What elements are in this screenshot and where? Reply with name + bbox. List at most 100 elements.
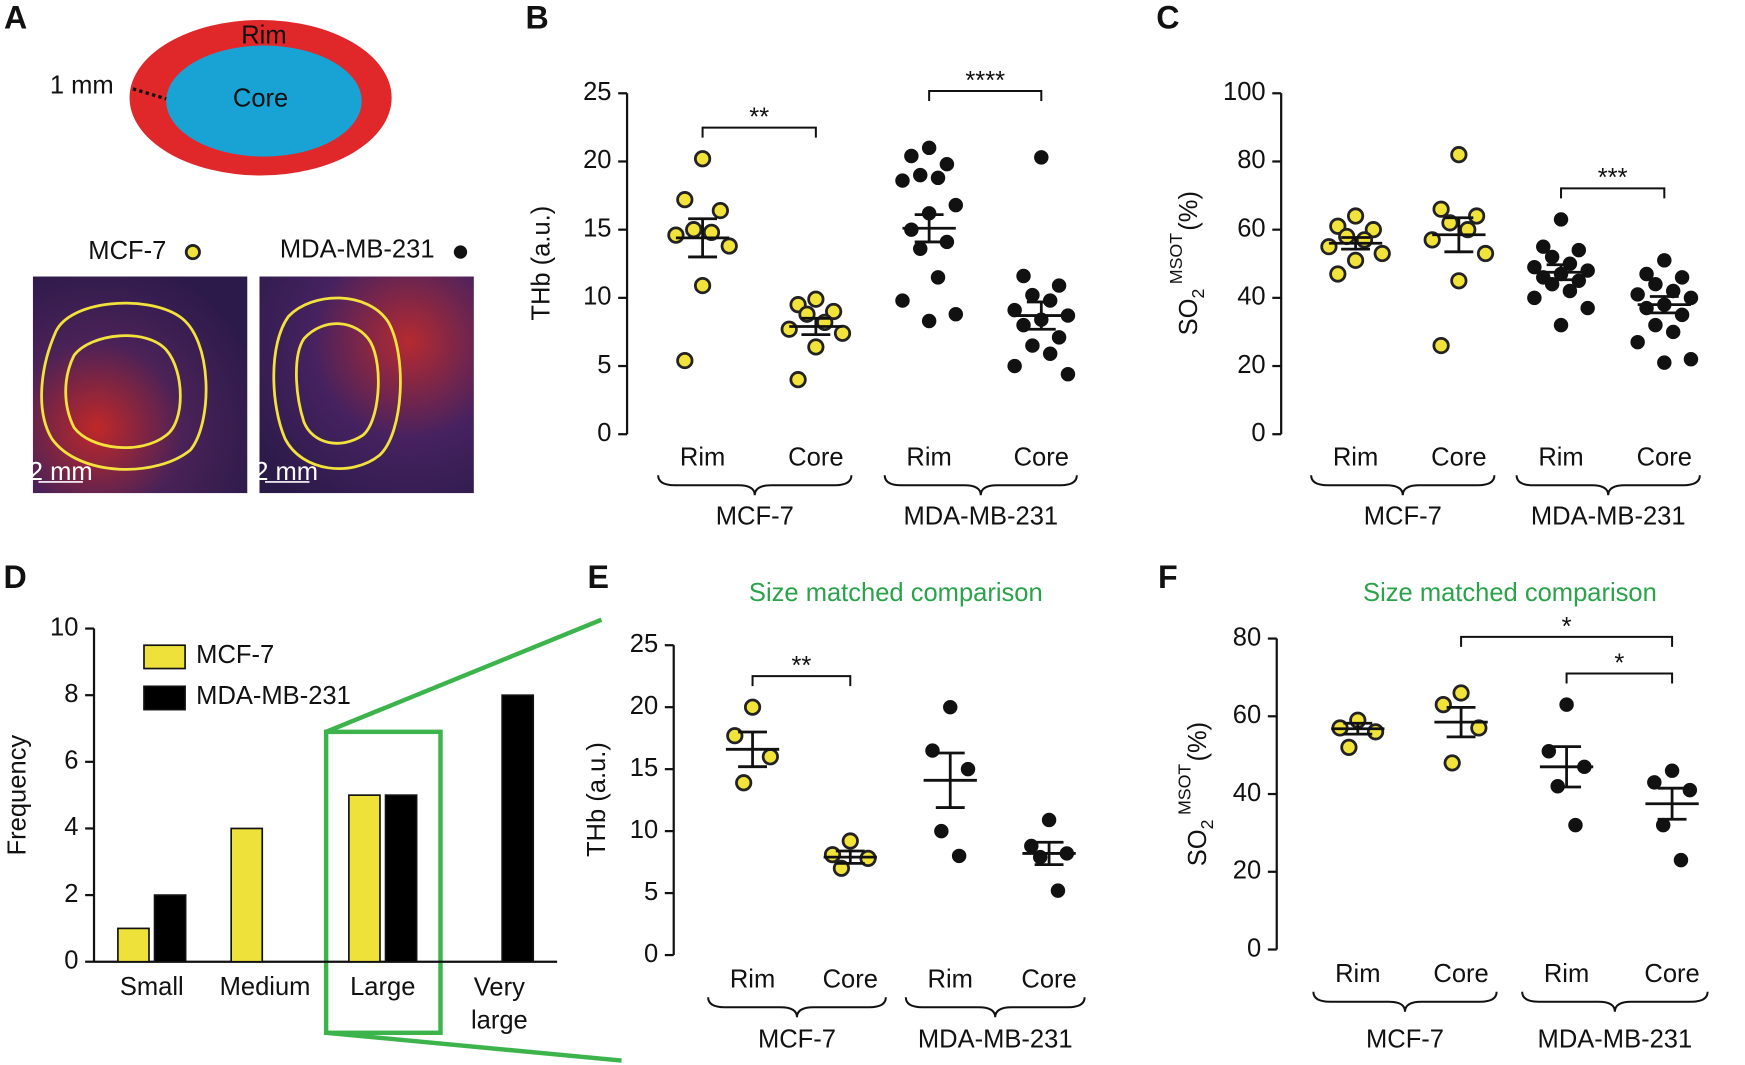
data-point [1025,338,1040,353]
legend-label: MDA-MB-231 [196,682,351,710]
y-tick-label: 40 [1233,779,1261,807]
data-point [1657,355,1672,370]
significance-label: ** [791,652,811,680]
core-label: Core [233,85,288,113]
panel-label: B [525,0,548,35]
data-point [1647,775,1662,790]
data-point [1450,272,1468,290]
x-tick-label: Rim [1544,960,1589,988]
data-point [939,234,955,250]
x-tick-label: Rim [1333,443,1378,471]
data-point [1340,738,1358,756]
data-point [948,306,964,322]
y-tick-label: 40 [1237,283,1265,311]
data-point [693,276,712,295]
y-axis-label: Frequency [3,735,31,856]
data-point [1639,266,1654,282]
data-point [1034,150,1049,165]
image [259,276,474,494]
data-point [951,848,967,864]
y-tick-label: 6 [64,747,78,775]
group-label: MDA-MB-231 [1531,502,1686,530]
x-tick-label: Rim [906,443,951,471]
data-point [1042,346,1058,361]
panel-label: E [587,559,608,595]
data-point [895,173,910,188]
y-tick-label: 20 [1233,857,1261,885]
significance-bracket [1565,672,1674,684]
data-point [913,167,928,183]
y-tick-label: 60 [1237,214,1265,242]
data-point [807,338,825,356]
y-tick-label: 0 [644,940,658,968]
data-point [702,223,721,241]
y-tick-label: 4 [64,813,78,841]
chart-title: Size matched comparison [749,579,1043,607]
data-point [841,832,859,850]
data-point [895,293,910,308]
data-point [1041,812,1057,828]
bar [501,694,535,963]
bar [348,794,381,963]
group-label: MCF-7 [1364,502,1442,530]
image [32,276,248,494]
data-point [1346,207,1365,225]
panel-label: C [1156,0,1179,35]
significance-bracket [1560,187,1666,199]
data-point [1553,212,1569,227]
data-point [1674,307,1690,323]
data-point [913,241,928,256]
data-point [1007,358,1022,374]
y-tick-label: 20 [1237,351,1265,379]
data-point [1476,244,1495,263]
y-tick-label: 8 [64,680,78,708]
data-point [1664,763,1680,778]
legend-dot [453,245,468,259]
data-point [761,748,779,766]
y-tick-label: 10 [583,283,611,311]
data-point [1568,817,1583,833]
data-point [1450,146,1468,164]
data-point [960,761,976,777]
group-label: MCF-7 [1366,1025,1444,1053]
x-tick-label: Very large [471,973,528,1034]
y-axis-label-text: SO2MSOT(%) [1174,722,1216,866]
data-point [1050,883,1066,898]
bar [230,827,264,963]
group-brace [657,475,853,496]
x-tick-label: Rim [928,965,973,993]
group-brace [1515,475,1701,496]
data-point [904,148,919,164]
group-brace [1521,991,1709,1012]
data-point [1373,244,1391,263]
data-point [921,140,937,156]
data-point [1630,287,1645,302]
data-point [743,698,762,716]
data-point [1553,317,1569,333]
image-label: MDA-MB-231 [280,236,435,264]
data-point [1329,265,1347,283]
data-point [939,156,955,172]
data-point [1432,336,1450,355]
panel-label: D [4,559,27,595]
x-tick-label: Core [1637,443,1692,471]
y-tick-label: 5 [644,878,658,906]
y-axis-label-text: THb (a.u.) [583,742,611,857]
data-point [720,237,738,255]
x-tick-label: Core [1014,443,1069,471]
chart-title: Size matched comparison [1363,579,1657,607]
x-tick-label: Core [823,965,878,993]
data-point [833,324,852,342]
bar [384,794,418,963]
core-contour [295,322,380,445]
y-tick-label: 10 [630,816,658,844]
x-tick-label: Core [788,443,843,471]
y-tick-label: 10 [50,613,78,641]
data-point [780,320,798,338]
data-point [1434,696,1452,714]
data-point [1580,263,1595,278]
width-line [132,87,167,101]
data-point [948,197,964,213]
significance-bracket [928,90,1043,101]
label-line: large [471,1006,528,1034]
